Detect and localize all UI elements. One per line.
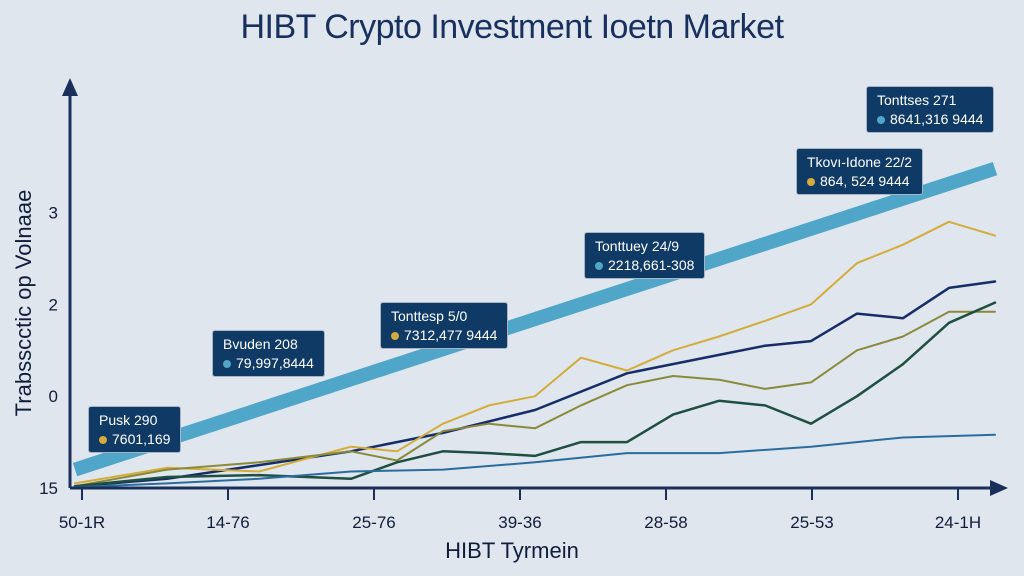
annotation-value: 7312,477 9444 xyxy=(404,327,498,343)
annotation-label: Tonttuey 24/9 xyxy=(595,238,680,254)
annotation-dot-icon xyxy=(807,178,815,186)
series-line-5 xyxy=(74,433,996,489)
annotation-callout: Tonttuey 24/9 2218,661-308 xyxy=(584,232,706,279)
annotation-dot-icon xyxy=(877,116,885,124)
annotation-dot-icon xyxy=(223,360,231,368)
annotation-label: Pusk 290 xyxy=(99,412,158,428)
x-axis-label: HIBT Tyrmein xyxy=(445,538,579,563)
y-tick-label: 2 xyxy=(49,295,58,314)
y-tick-label: 3 xyxy=(49,204,58,223)
axes-layer xyxy=(62,78,1008,496)
y-axis-arrow-icon xyxy=(62,78,78,96)
x-tick-label: 39-36 xyxy=(498,513,541,532)
annotation-value: 8641,316 9444 xyxy=(890,111,984,127)
series-line-4 xyxy=(73,301,997,488)
annotation-dot-icon xyxy=(391,332,399,340)
x-tick-label: 25-53 xyxy=(790,513,833,532)
annotation-callout: Pusk 290 7601,169 xyxy=(88,406,182,453)
x-tick-label: 50-1R xyxy=(59,513,105,532)
annotation-callout: Tonttses 271 8641,316 9444 xyxy=(866,86,995,133)
x-tick-label: 25-76 xyxy=(352,513,395,532)
series-line-0 xyxy=(72,161,998,477)
series-line-3 xyxy=(74,310,996,488)
x-tick-label: 28-58 xyxy=(644,513,687,532)
annotation-dot-icon xyxy=(99,436,107,444)
annotation-label: Tonttesp 5/0 xyxy=(391,308,468,324)
series-layer xyxy=(72,161,998,489)
x-tick-label: 14-76 xyxy=(206,513,249,532)
annotation-label: Bvuden 208 xyxy=(223,336,298,352)
annotation-value: 864, 524 9444 xyxy=(820,173,910,189)
series-line-2 xyxy=(74,220,996,485)
annotation-dot-icon xyxy=(595,262,603,270)
annotation-value: 7601,169 xyxy=(112,431,171,447)
x-axis-arrow-icon xyxy=(990,480,1008,496)
annotation-value: 2218,661-308 xyxy=(608,257,695,273)
chart-title: HIBT Crypto Investment Ioetn Market xyxy=(240,8,784,46)
annotation-callout: Tonttesp 5/0 7312,477 9444 xyxy=(380,302,509,349)
annotation-label: Tonttses 271 xyxy=(877,92,957,108)
x-tick-label: 24-1H xyxy=(935,513,981,532)
y-tick-label: 15 xyxy=(39,479,58,498)
annotation-label: Tkovı-Idone 22/2 xyxy=(807,154,913,170)
series-line-1 xyxy=(73,280,997,488)
y-tick-label: 0 xyxy=(49,387,58,406)
annotation-value: 79,997,8444 xyxy=(236,355,314,371)
ticks-layer: 50-1R 14-76 25-76 39-36 28-58 25-53 24-1H 15 0 2 3 xyxy=(39,204,981,532)
annotation-callout: Bvuden 208 79,997,8444 xyxy=(212,330,325,377)
y-axis-label: Trabsscctic op Volnaae xyxy=(11,189,36,417)
annotation-callout: Tkovı-Idone 22/2 864, 524 9444 xyxy=(796,148,924,195)
